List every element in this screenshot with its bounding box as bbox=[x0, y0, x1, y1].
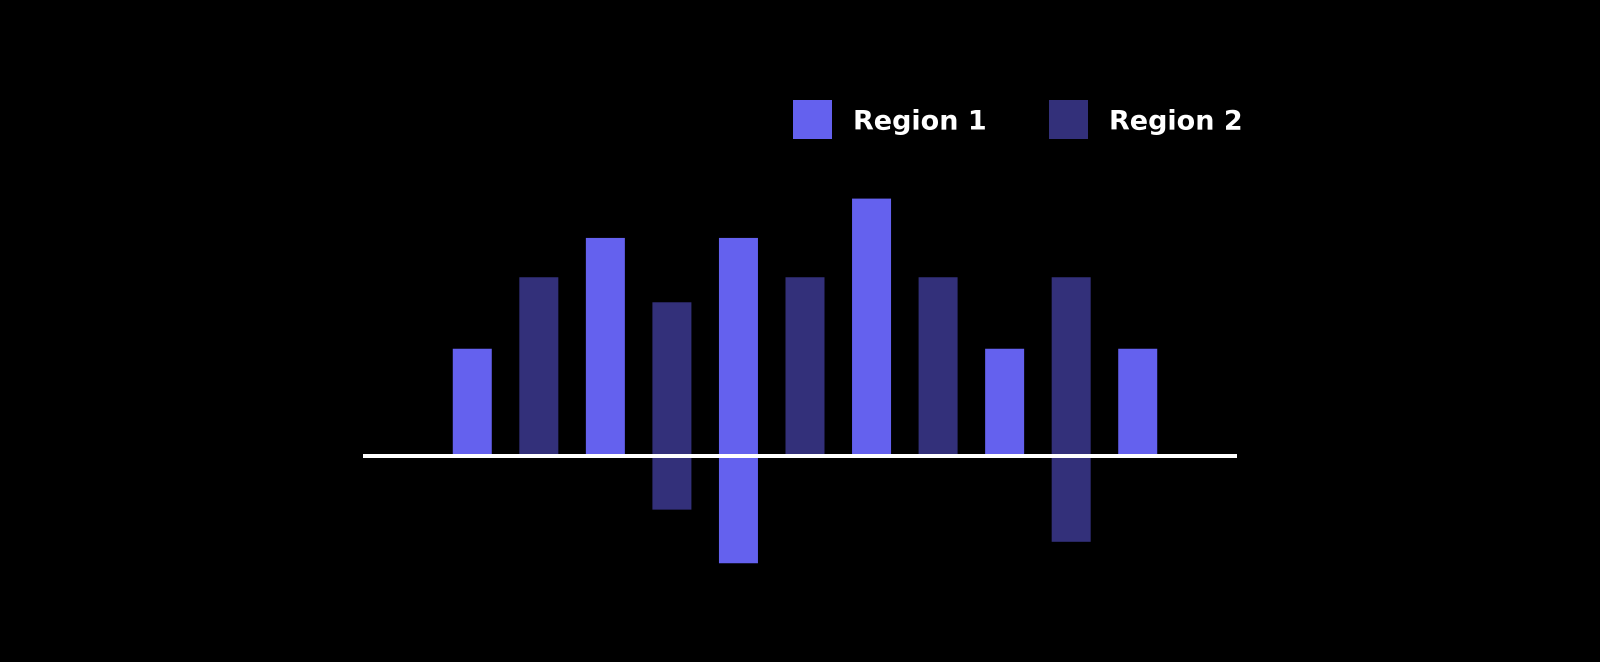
bar bbox=[852, 198, 892, 456]
bar bbox=[718, 237, 758, 564]
legend-label: Region 1 bbox=[853, 106, 987, 137]
bar bbox=[1051, 277, 1091, 542]
bar bbox=[918, 277, 958, 456]
bar bbox=[985, 348, 1025, 456]
bar bbox=[519, 277, 559, 456]
bar bbox=[652, 302, 692, 510]
bar bbox=[585, 237, 625, 456]
legend-label: Region 2 bbox=[1109, 106, 1243, 137]
bar bbox=[1118, 348, 1158, 456]
bar bbox=[452, 348, 492, 456]
legend-swatch bbox=[793, 100, 832, 139]
legend-swatch bbox=[1049, 100, 1088, 139]
bar bbox=[785, 277, 825, 456]
